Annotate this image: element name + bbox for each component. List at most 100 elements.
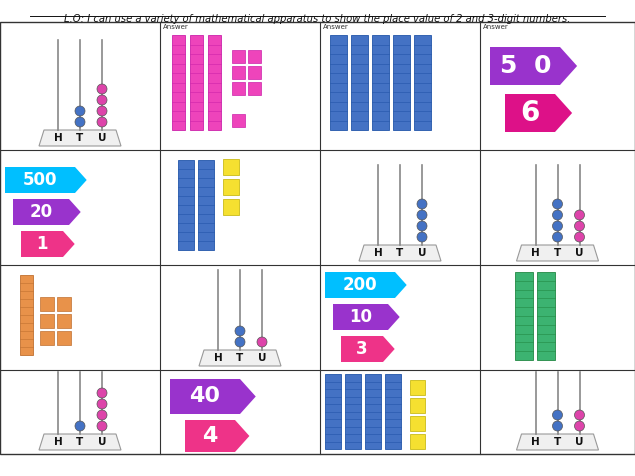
- Text: 4: 4: [203, 426, 218, 446]
- Polygon shape: [516, 434, 599, 450]
- Text: 500: 500: [23, 171, 57, 189]
- Text: 0: 0: [534, 54, 551, 78]
- Bar: [232, 66, 245, 79]
- Circle shape: [97, 95, 107, 105]
- Circle shape: [575, 232, 584, 242]
- Circle shape: [75, 117, 85, 127]
- Bar: [232, 82, 245, 95]
- Polygon shape: [199, 350, 281, 366]
- Bar: [410, 398, 425, 413]
- Circle shape: [417, 210, 427, 220]
- Text: H: H: [53, 133, 62, 143]
- Circle shape: [97, 410, 107, 420]
- Bar: [190, 35, 203, 130]
- Text: U: U: [98, 437, 106, 447]
- Bar: [232, 50, 245, 63]
- Text: T: T: [554, 248, 561, 258]
- Bar: [351, 35, 368, 130]
- Polygon shape: [525, 47, 577, 85]
- Bar: [57, 297, 71, 311]
- Circle shape: [97, 388, 107, 398]
- Bar: [330, 35, 347, 130]
- Bar: [410, 380, 425, 395]
- Bar: [178, 160, 194, 250]
- Bar: [40, 297, 54, 311]
- Circle shape: [575, 410, 584, 420]
- Circle shape: [97, 106, 107, 116]
- Bar: [325, 374, 341, 449]
- Text: U: U: [575, 248, 584, 258]
- Polygon shape: [505, 94, 572, 132]
- Circle shape: [235, 337, 245, 347]
- Circle shape: [417, 199, 427, 209]
- Polygon shape: [5, 167, 87, 193]
- Bar: [57, 331, 71, 345]
- Bar: [198, 160, 214, 250]
- Bar: [248, 66, 261, 79]
- Text: 1: 1: [36, 235, 48, 253]
- Text: T: T: [76, 437, 84, 447]
- Text: Answer: Answer: [163, 24, 189, 30]
- Bar: [393, 35, 410, 130]
- Circle shape: [575, 221, 584, 231]
- Circle shape: [417, 221, 427, 231]
- Bar: [223, 179, 239, 195]
- Bar: [515, 272, 533, 360]
- Bar: [385, 374, 401, 449]
- Bar: [345, 374, 361, 449]
- Polygon shape: [359, 245, 441, 261]
- Circle shape: [75, 106, 85, 116]
- Text: H: H: [213, 353, 222, 363]
- Polygon shape: [333, 304, 399, 330]
- Text: H: H: [531, 248, 540, 258]
- Text: T: T: [76, 133, 84, 143]
- Bar: [223, 159, 239, 175]
- Circle shape: [575, 210, 584, 220]
- Text: U: U: [418, 248, 426, 258]
- Text: U: U: [575, 437, 584, 447]
- Bar: [248, 82, 261, 95]
- Bar: [223, 199, 239, 215]
- Bar: [414, 35, 431, 130]
- Text: T: T: [396, 248, 404, 258]
- Polygon shape: [341, 336, 395, 362]
- Text: 6: 6: [520, 99, 540, 127]
- Bar: [232, 114, 245, 127]
- Bar: [365, 374, 381, 449]
- Text: H: H: [373, 248, 382, 258]
- Polygon shape: [21, 231, 75, 257]
- Polygon shape: [516, 245, 599, 261]
- Text: 3: 3: [356, 340, 368, 358]
- Bar: [208, 35, 221, 130]
- Circle shape: [97, 421, 107, 431]
- Bar: [372, 35, 389, 130]
- Circle shape: [552, 410, 563, 420]
- Circle shape: [552, 421, 563, 431]
- Polygon shape: [39, 434, 121, 450]
- Text: T: T: [554, 437, 561, 447]
- Bar: [40, 314, 54, 328]
- Circle shape: [235, 326, 245, 336]
- Text: U: U: [98, 133, 106, 143]
- Circle shape: [97, 84, 107, 94]
- Text: H: H: [531, 437, 540, 447]
- Text: H: H: [53, 437, 62, 447]
- Text: 40: 40: [189, 387, 220, 407]
- Circle shape: [552, 199, 563, 209]
- Bar: [40, 331, 54, 345]
- Polygon shape: [39, 130, 121, 146]
- Polygon shape: [325, 272, 406, 298]
- Text: 10: 10: [349, 308, 372, 326]
- Text: T: T: [236, 353, 244, 363]
- Text: Answer: Answer: [483, 24, 509, 30]
- Text: 200: 200: [343, 276, 377, 294]
- Circle shape: [257, 337, 267, 347]
- Bar: [248, 50, 261, 63]
- Circle shape: [575, 421, 584, 431]
- Text: 5: 5: [499, 54, 516, 78]
- Bar: [172, 35, 185, 130]
- Bar: [537, 272, 555, 360]
- Text: U: U: [258, 353, 266, 363]
- Circle shape: [75, 421, 85, 431]
- Polygon shape: [170, 379, 256, 414]
